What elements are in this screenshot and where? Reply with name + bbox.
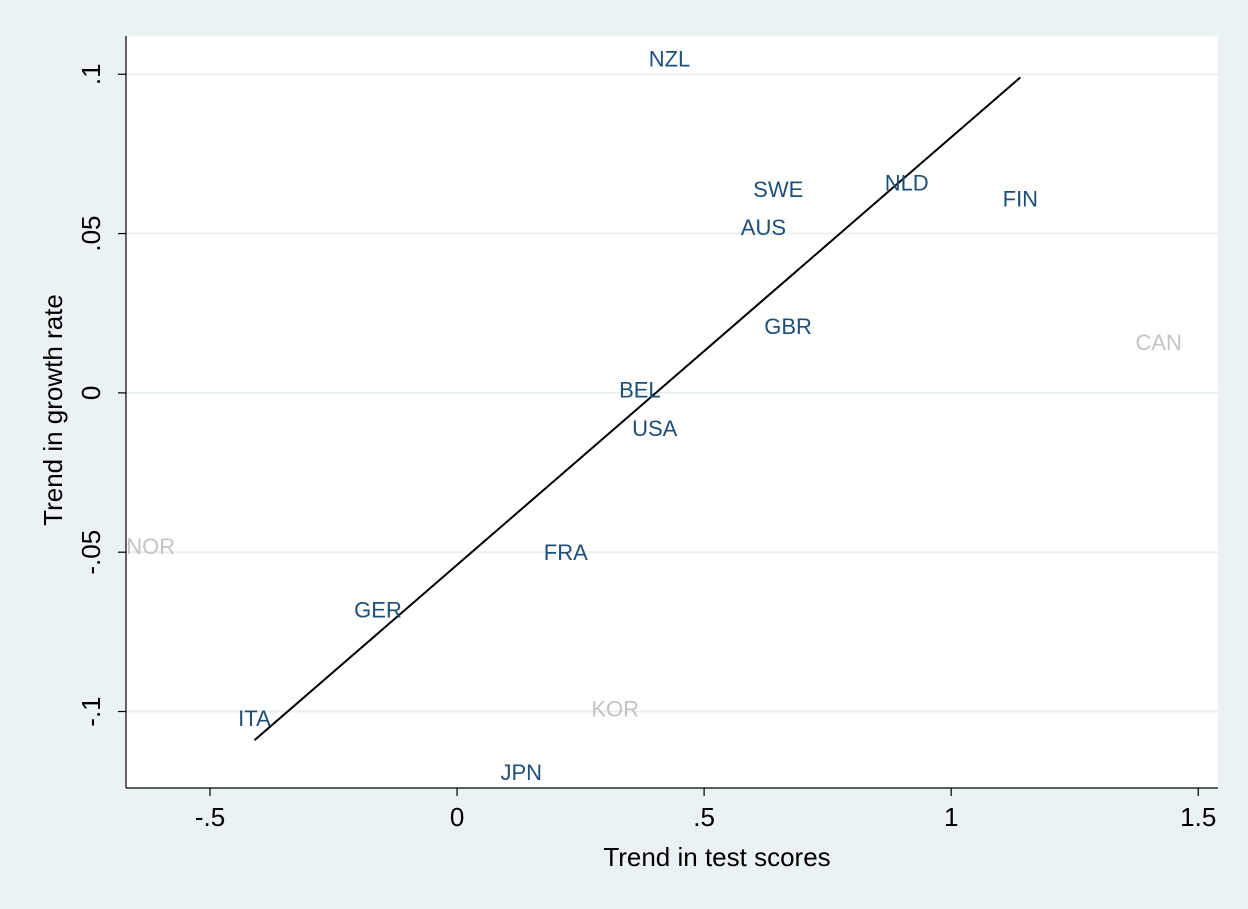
point-label-kor: KOR (591, 696, 639, 721)
point-label-gbr: GBR (764, 314, 812, 339)
x-axis-title: Trend in test scores (603, 842, 830, 872)
point-label-ger: GER (354, 598, 402, 623)
x-tick-label: 1 (944, 802, 958, 832)
point-label-aus: AUS (741, 215, 786, 240)
fit-line-group (253, 76, 1022, 741)
point-labels: NZL SWE NLD FIN AUS GBR CAN BEL USA NOR FRA GER ITA K… (126, 46, 1182, 785)
x-tick-label: -.5 (195, 802, 225, 832)
point-label-jpn: JPN (501, 760, 543, 785)
x-tick-label: 0 (450, 802, 464, 832)
point-label-nor: NOR (126, 534, 175, 559)
fit-line (253, 76, 1022, 741)
y-axis-title: Trend in growth rate (38, 294, 68, 526)
y-tick-label: 0 (76, 386, 106, 400)
point-label-ita: ITA (238, 706, 271, 731)
y-tick-label: .05 (76, 215, 106, 251)
x-tick-label: 1.5 (1180, 802, 1216, 832)
point-label-swe: SWE (753, 177, 803, 202)
axes: -.1 -.05 0 .05 .1 -.5 0 .5 1 1.5 (76, 36, 1218, 832)
plot-area (126, 36, 1218, 788)
point-label-fin: FIN (1003, 187, 1038, 212)
y-tick-label: -.1 (76, 696, 106, 726)
x-tick-label: .5 (693, 802, 715, 832)
grid-lines (126, 73, 1218, 713)
point-label-usa: USA (632, 416, 678, 441)
point-label-can: CAN (1135, 330, 1181, 355)
point-label-bel: BEL (619, 378, 661, 403)
point-label-fra: FRA (544, 540, 588, 565)
y-tick-label: -.05 (76, 530, 106, 575)
point-label-nzl: NZL (649, 46, 691, 71)
point-label-nld: NLD (885, 171, 929, 196)
y-tick-label: .1 (76, 63, 106, 85)
